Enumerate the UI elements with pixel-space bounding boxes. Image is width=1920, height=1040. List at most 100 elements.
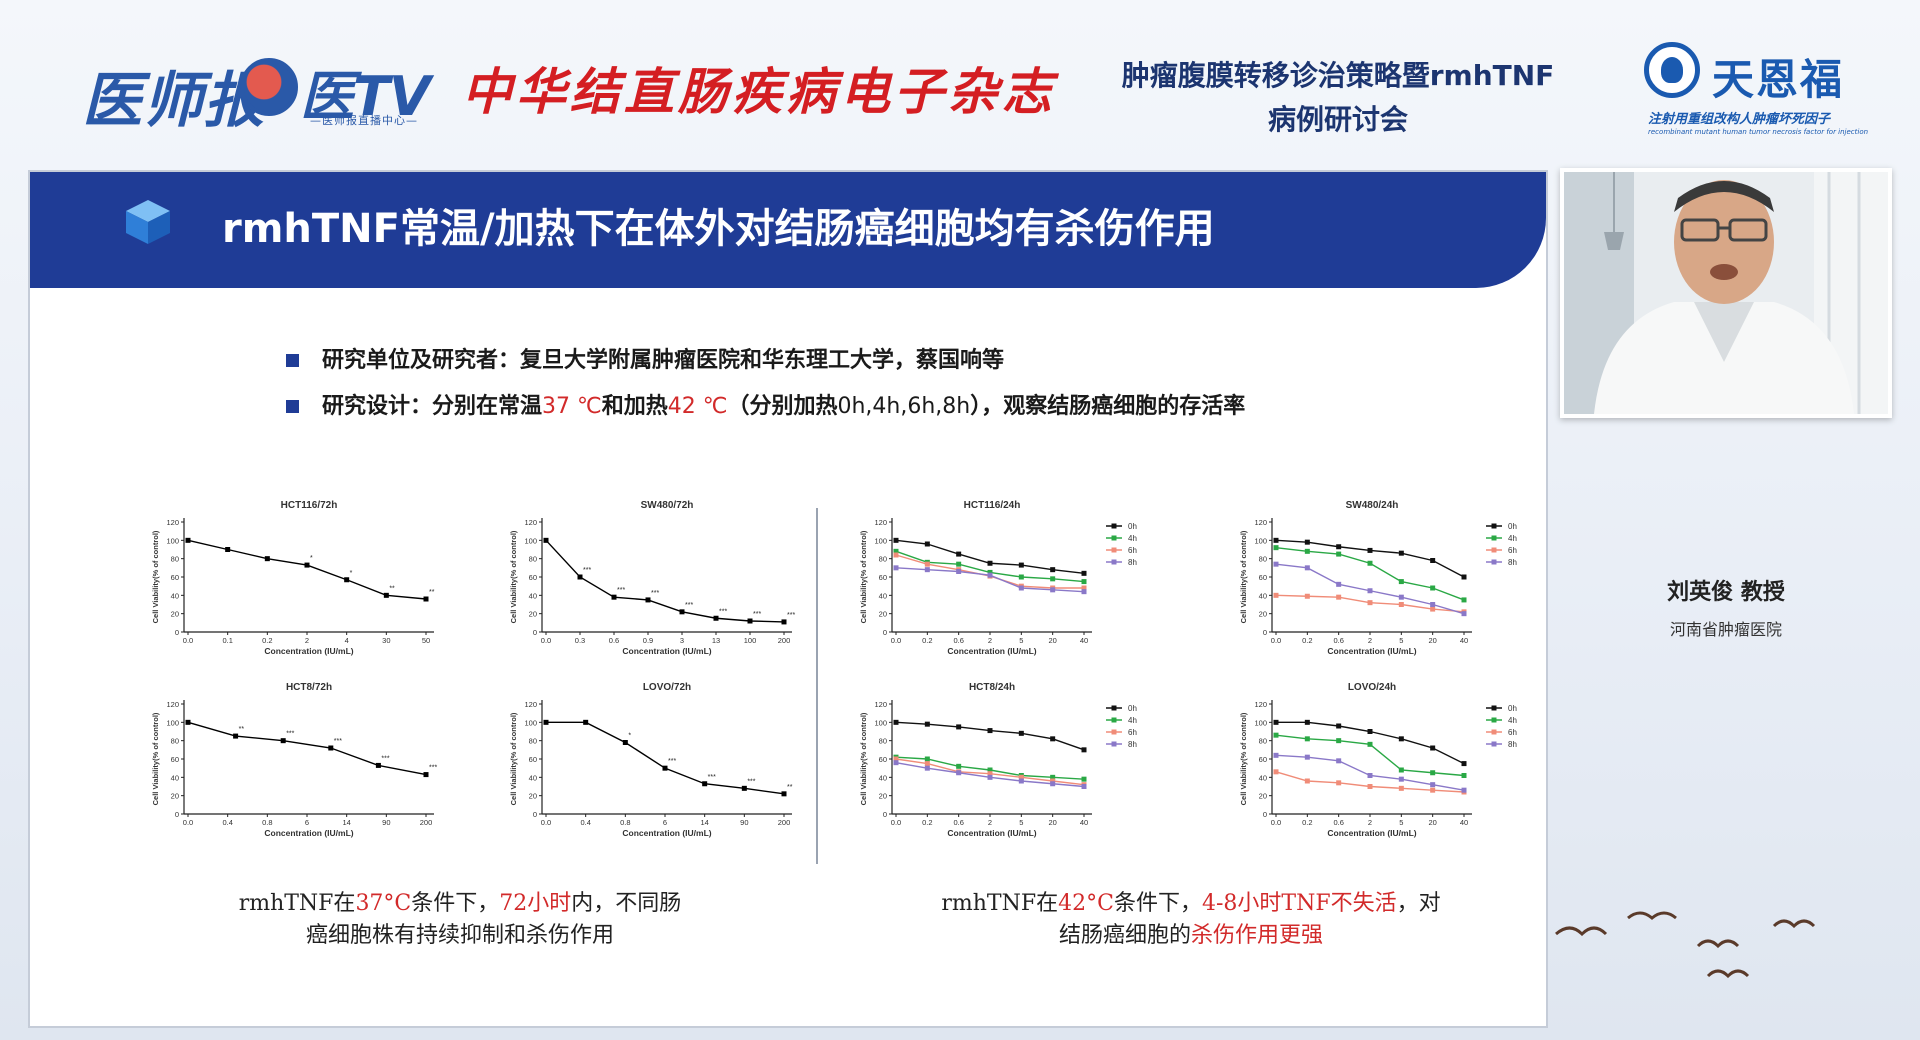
data-point <box>1430 745 1436 751</box>
data-point <box>1018 585 1024 591</box>
data-point <box>622 740 628 745</box>
data-point <box>1398 594 1404 600</box>
data-point <box>1398 785 1404 791</box>
caption-left: rmhTNF在37°C条件下，72小时内，不同肠 癌细胞株有持续抑制和杀伤作用 <box>180 888 740 952</box>
y-tick-label: 40 <box>529 773 537 782</box>
meeting-title-line1: 肿瘤腹膜转移诊治策略暨rmhTNF <box>1121 59 1555 92</box>
y-tick-label: 80 <box>1259 737 1267 746</box>
data-point <box>1430 782 1436 788</box>
bullet-text-c: （分别加热 <box>727 394 838 419</box>
speaker-video[interactable] <box>1560 168 1892 418</box>
x-tick-label: 0.9 <box>643 636 653 645</box>
data-point <box>1430 787 1436 793</box>
y-tick-label: 80 <box>171 555 179 564</box>
legend-marker <box>1111 547 1117 553</box>
data-point <box>956 561 962 567</box>
x-tick-label: 0.4 <box>580 818 590 827</box>
significance-mark: ** <box>389 585 395 592</box>
chart-svg: SW480/24h 0 20 40 60 80 100 120 0.0 0.2 0.6 2 5 20 40 C… <box>1239 500 1517 656</box>
data-point <box>924 541 930 547</box>
caption-text: 条件下， <box>1113 891 1202 916</box>
data-point <box>1336 723 1342 729</box>
data-point <box>1304 778 1310 784</box>
x-tick-label: 0.2 <box>262 636 272 645</box>
y-tick-label: 40 <box>529 591 537 600</box>
caption-text: rmhTNF在 <box>238 891 356 916</box>
data-point <box>225 547 231 552</box>
chart-svg: HCT116/72h 0 20 40 60 80 100 120 0.0 0.1 0.2 2 4 30 50… <box>151 500 435 656</box>
data-point <box>1273 592 1279 598</box>
data-point <box>611 594 617 600</box>
cube-icon <box>126 200 170 244</box>
caption-highlight: 37°C <box>355 891 412 916</box>
y-tick-label: 80 <box>171 737 179 746</box>
y-tick-label: 120 <box>1254 518 1267 527</box>
data-point <box>1398 579 1404 585</box>
data-point <box>956 770 962 776</box>
bullet-text-b: 和加热 <box>601 394 668 419</box>
data-point <box>1336 581 1342 587</box>
y-tick-label: 60 <box>879 573 887 582</box>
x-tick-label: 0.6 <box>609 636 619 645</box>
yitv-logo: 医TV —医师报直播中心— <box>240 52 438 132</box>
data-point <box>1081 579 1087 585</box>
bullet-text-e: ），观察结肠癌细胞的存活率 <box>970 394 1246 419</box>
slide-title: rmhTNF常温/加热下在体外对结肠癌细胞均有杀伤作用 <box>222 206 1215 252</box>
chart-hct8-24h: HCT8/24h 0 20 40 60 80 100 120 0.0 0.2 0.6 2 5 20 40 Co… <box>842 676 1162 848</box>
y-tick-label: 0 <box>533 628 537 637</box>
data-point <box>1018 574 1024 580</box>
data-point <box>383 592 389 598</box>
temp-42: 42 ℃ <box>667 394 728 419</box>
x-tick-label: 14 <box>342 818 350 827</box>
x-tick-label: 5 <box>1399 636 1403 645</box>
x-axis-label: Concentration (IU/mL) <box>264 828 353 838</box>
caption-highlight: 4-8小时TNF不失活 <box>1201 891 1397 916</box>
significance-mark: *** <box>719 608 727 615</box>
x-axis-label: Concentration (IU/mL) <box>264 646 353 656</box>
data-point <box>1398 776 1404 782</box>
x-axis-label: Concentration (IU/mL) <box>1327 646 1416 656</box>
data-point <box>1304 754 1310 760</box>
y-tick-label: 20 <box>879 792 887 801</box>
x-tick-label: 0.0 <box>891 636 901 645</box>
y-tick-label: 80 <box>529 555 537 564</box>
data-point <box>679 609 685 615</box>
y-tick-label: 100 <box>874 536 887 545</box>
data-point <box>280 738 286 744</box>
y-axis-label: Cell Viability(% of control) <box>1239 712 1248 805</box>
data-point <box>1336 551 1342 557</box>
y-tick-label: 100 <box>1254 718 1267 727</box>
x-tick-label: 40 <box>1080 818 1088 827</box>
x-tick-label: 0.2 <box>1302 818 1312 827</box>
tv-logo-subtitle: —医师报直播中心— <box>310 114 418 127</box>
significance-mark: * <box>350 570 353 577</box>
speaker-video-image <box>1564 172 1888 414</box>
data-point <box>423 596 429 602</box>
data-point <box>1430 585 1436 591</box>
series-line <box>187 721 427 776</box>
data-point <box>987 560 993 566</box>
y-axis-label: Cell Viability(% of control) <box>151 712 160 805</box>
meeting-title-line2: 病例研讨会 <box>1267 103 1408 136</box>
data-point <box>1273 732 1279 738</box>
data-point <box>893 760 899 766</box>
y-tick-label: 0 <box>175 628 179 637</box>
data-point <box>1304 593 1310 599</box>
data-point <box>1461 773 1467 778</box>
data-point <box>924 561 930 567</box>
bullet-research-unit: 研究单位及研究者：复旦大学附属肿瘤医院和华东理工大学，蔡国响等 <box>286 348 1245 374</box>
significance-mark: *** <box>787 612 795 619</box>
significance-mark: *** <box>747 778 755 785</box>
x-tick-label: 0.6 <box>953 636 963 645</box>
y-tick-label: 20 <box>1259 610 1267 619</box>
bullet-list: 研究单位及研究者：复旦大学附属肿瘤医院和华东理工大学，蔡国响等 研究设计：分别在… <box>286 348 1245 440</box>
data-point <box>1273 545 1279 551</box>
data-point <box>1398 736 1404 742</box>
y-tick-label: 0 <box>1263 628 1267 637</box>
y-tick-label: 40 <box>171 773 179 782</box>
chart-hct116-24h: HCT116/24h 0 20 40 60 80 100 120 0.0 0.2 0.6 2 5 20 40… <box>842 494 1162 666</box>
data-point <box>1050 587 1056 593</box>
data-point <box>987 569 993 575</box>
series-line <box>545 539 785 623</box>
x-tick-label: 0.0 <box>541 818 551 827</box>
